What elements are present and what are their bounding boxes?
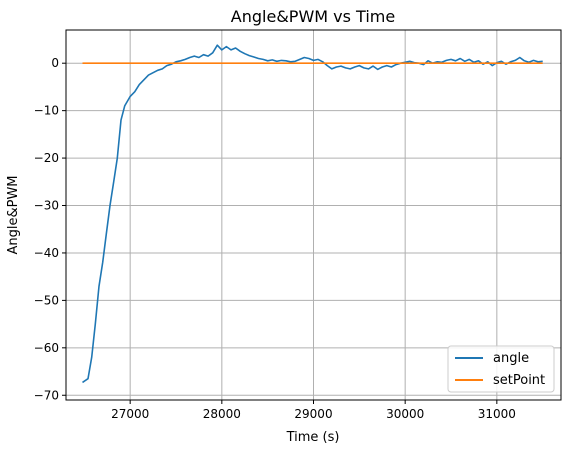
legend: angle setPoint <box>447 345 555 393</box>
y-tick-label: 0 <box>51 56 59 70</box>
y-axis-ticks: 0 −10 −20 −30 −40 −50 −60 −70 <box>34 56 66 402</box>
series-line-angle <box>82 44 543 384</box>
legend-label-angle: angle <box>493 351 529 366</box>
x-tick-label: 30000 <box>386 407 424 421</box>
y-tick-label: −60 <box>34 341 59 355</box>
y-tick-label: −30 <box>34 199 59 213</box>
chart-title: Angle&PWM vs Time <box>231 7 395 26</box>
x-tick-label: 31000 <box>478 407 516 421</box>
legend-label-setpoint: setPoint <box>493 373 545 388</box>
x-tick-label: 29000 <box>294 407 332 421</box>
plot-series <box>82 44 543 384</box>
grid <box>66 30 561 400</box>
x-tick-label: 28000 <box>203 407 241 421</box>
y-tick-label: −10 <box>34 104 59 118</box>
y-tick-label: −50 <box>34 293 59 307</box>
x-axis-label: Time (s) <box>286 430 340 445</box>
y-tick-label: −20 <box>34 151 59 165</box>
y-tick-label: −70 <box>34 388 59 402</box>
x-axis-ticks: 27000 28000 29000 30000 31000 <box>111 400 516 421</box>
y-tick-label: −40 <box>34 246 59 260</box>
x-tick-label: 27000 <box>111 407 149 421</box>
y-axis-label: Angle&PWM <box>6 175 21 254</box>
